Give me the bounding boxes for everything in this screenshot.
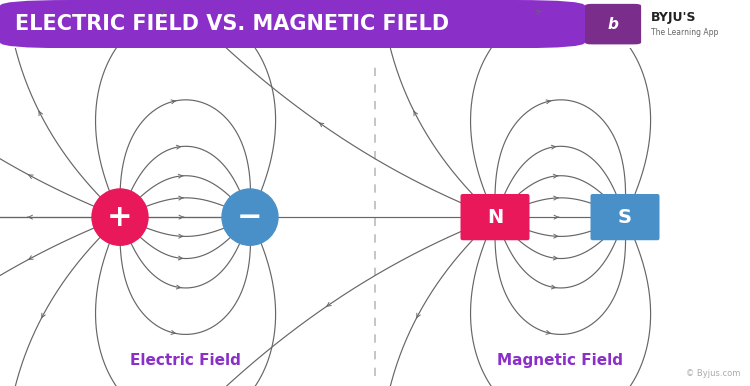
- Text: b: b: [608, 17, 619, 32]
- Text: © Byjus.com: © Byjus.com: [686, 369, 740, 378]
- FancyBboxPatch shape: [0, 0, 585, 48]
- Text: Electric Field: Electric Field: [130, 353, 241, 368]
- FancyBboxPatch shape: [460, 194, 530, 240]
- Text: BYJU'S: BYJU'S: [651, 11, 697, 24]
- Circle shape: [222, 189, 278, 245]
- Text: The Learning App: The Learning App: [651, 28, 718, 37]
- Text: S: S: [618, 208, 632, 227]
- Circle shape: [92, 189, 148, 245]
- Text: +: +: [107, 203, 133, 232]
- FancyBboxPatch shape: [590, 194, 659, 240]
- Text: Magnetic Field: Magnetic Field: [497, 353, 623, 368]
- Text: ELECTRIC FIELD VS. MAGNETIC FIELD: ELECTRIC FIELD VS. MAGNETIC FIELD: [15, 14, 448, 34]
- Text: −: −: [237, 203, 262, 232]
- Text: N: N: [487, 208, 503, 227]
- FancyBboxPatch shape: [585, 4, 641, 44]
